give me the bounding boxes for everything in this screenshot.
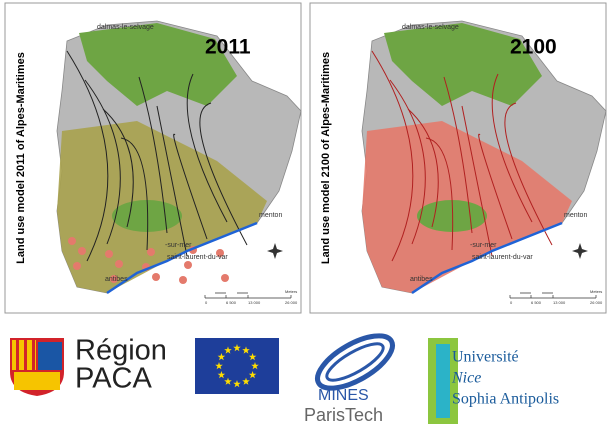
paca-stripe <box>32 340 35 370</box>
scale-label: 26 000 <box>590 300 603 305</box>
map-panel: dalmas-le-selvage menton -sur-mer saint-lau… <box>309 2 607 314</box>
road <box>156 105 188 257</box>
map <box>361 20 607 295</box>
swoosh <box>315 333 395 391</box>
caption: Land use model 2100 of Alpes-Maritimes <box>320 52 332 264</box>
map-panel: dalmas-le-selvage menton -sur-mer saint-lau… <box>4 2 302 314</box>
urban <box>184 261 192 269</box>
urban <box>73 262 81 270</box>
urban <box>115 260 123 268</box>
mines-logo: MINES ParisTech <box>304 333 395 425</box>
eu-star <box>217 353 226 361</box>
urban <box>179 276 187 284</box>
forest <box>79 23 237 106</box>
eu-star <box>233 344 241 352</box>
urban <box>105 250 113 258</box>
coastline <box>106 221 258 295</box>
place-label: saint-laurent-du-var <box>167 254 228 261</box>
place-label: -sur-mer <box>470 242 497 249</box>
year-label: 2011 <box>205 36 251 59</box>
compass <box>267 243 283 259</box>
urban <box>216 249 224 257</box>
urban <box>78 247 86 255</box>
scale-bar <box>509 292 597 299</box>
eu-star <box>248 371 257 379</box>
coastline <box>411 221 563 295</box>
road <box>504 102 553 246</box>
paca-base <box>14 372 60 390</box>
road <box>407 108 439 228</box>
scale-label: 6 500 <box>226 300 237 305</box>
eu-star <box>215 362 223 370</box>
paca-stripe <box>24 340 27 370</box>
caption: Land use model 2011 of Alpes-Maritimes <box>15 52 27 264</box>
urban <box>152 273 160 281</box>
region-name: Région <box>75 335 167 367</box>
map <box>56 20 302 295</box>
univ-bar <box>436 344 450 418</box>
swoosh <box>325 342 385 382</box>
eu-star <box>242 346 250 354</box>
paca-dolphin <box>38 342 62 370</box>
paca-stripe <box>16 340 19 370</box>
road <box>389 79 426 245</box>
forest <box>384 23 542 106</box>
urban <box>68 237 76 245</box>
place-label: menton <box>564 212 587 219</box>
road <box>102 108 134 228</box>
university-name: Université <box>452 349 519 366</box>
road <box>138 76 168 234</box>
road <box>120 137 149 251</box>
scale-label: 0 <box>510 300 513 305</box>
road <box>186 73 228 223</box>
region-name: PACA <box>75 363 152 395</box>
road <box>443 76 473 234</box>
scale-label: 13 000 <box>248 300 261 305</box>
eu-star <box>251 362 259 370</box>
road <box>491 73 533 223</box>
place-label: menton <box>259 212 282 219</box>
place-label: dalmas-le-selvage <box>97 24 154 31</box>
scale-label: 26 000 <box>285 300 298 305</box>
scale-unit: Meters <box>285 289 297 294</box>
urban <box>147 248 155 256</box>
eu-star <box>242 377 250 385</box>
scale-label: 0 <box>205 300 208 305</box>
eu-star <box>233 380 241 388</box>
university-name: Nice <box>451 370 481 387</box>
university-logo: Université Nice Sophia Antipolis <box>428 338 559 424</box>
scale-label: 13 000 <box>553 300 566 305</box>
scale-bar <box>204 292 292 299</box>
eu-star <box>224 377 232 385</box>
eu-flag <box>195 338 279 394</box>
eu-star <box>224 346 232 354</box>
urban <box>221 274 229 282</box>
road <box>371 50 414 262</box>
road <box>173 133 208 240</box>
eu-star <box>248 353 257 361</box>
university-name: Sophia Antipolis <box>452 391 559 408</box>
scale-unit: Meters <box>590 289 602 294</box>
road <box>461 105 493 257</box>
road <box>66 50 109 262</box>
year-label: 2100 <box>510 36 557 59</box>
scale-label: 6 500 <box>531 300 542 305</box>
road <box>425 137 454 251</box>
place-label: antibes <box>105 276 128 283</box>
road <box>478 133 513 240</box>
region-logo: Région PACA <box>10 335 167 396</box>
place-label: saint-laurent-du-var <box>472 254 533 261</box>
mines-name: MINES <box>318 387 369 404</box>
eu-star <box>217 371 226 379</box>
road <box>84 79 121 245</box>
urban <box>110 275 118 283</box>
place-label: -sur-mer <box>165 242 192 249</box>
compass <box>572 243 588 259</box>
mines-name: ParisTech <box>304 405 383 425</box>
road <box>199 102 248 246</box>
place-label: dalmas-le-selvage <box>402 24 459 31</box>
place-label: antibes <box>410 276 433 283</box>
